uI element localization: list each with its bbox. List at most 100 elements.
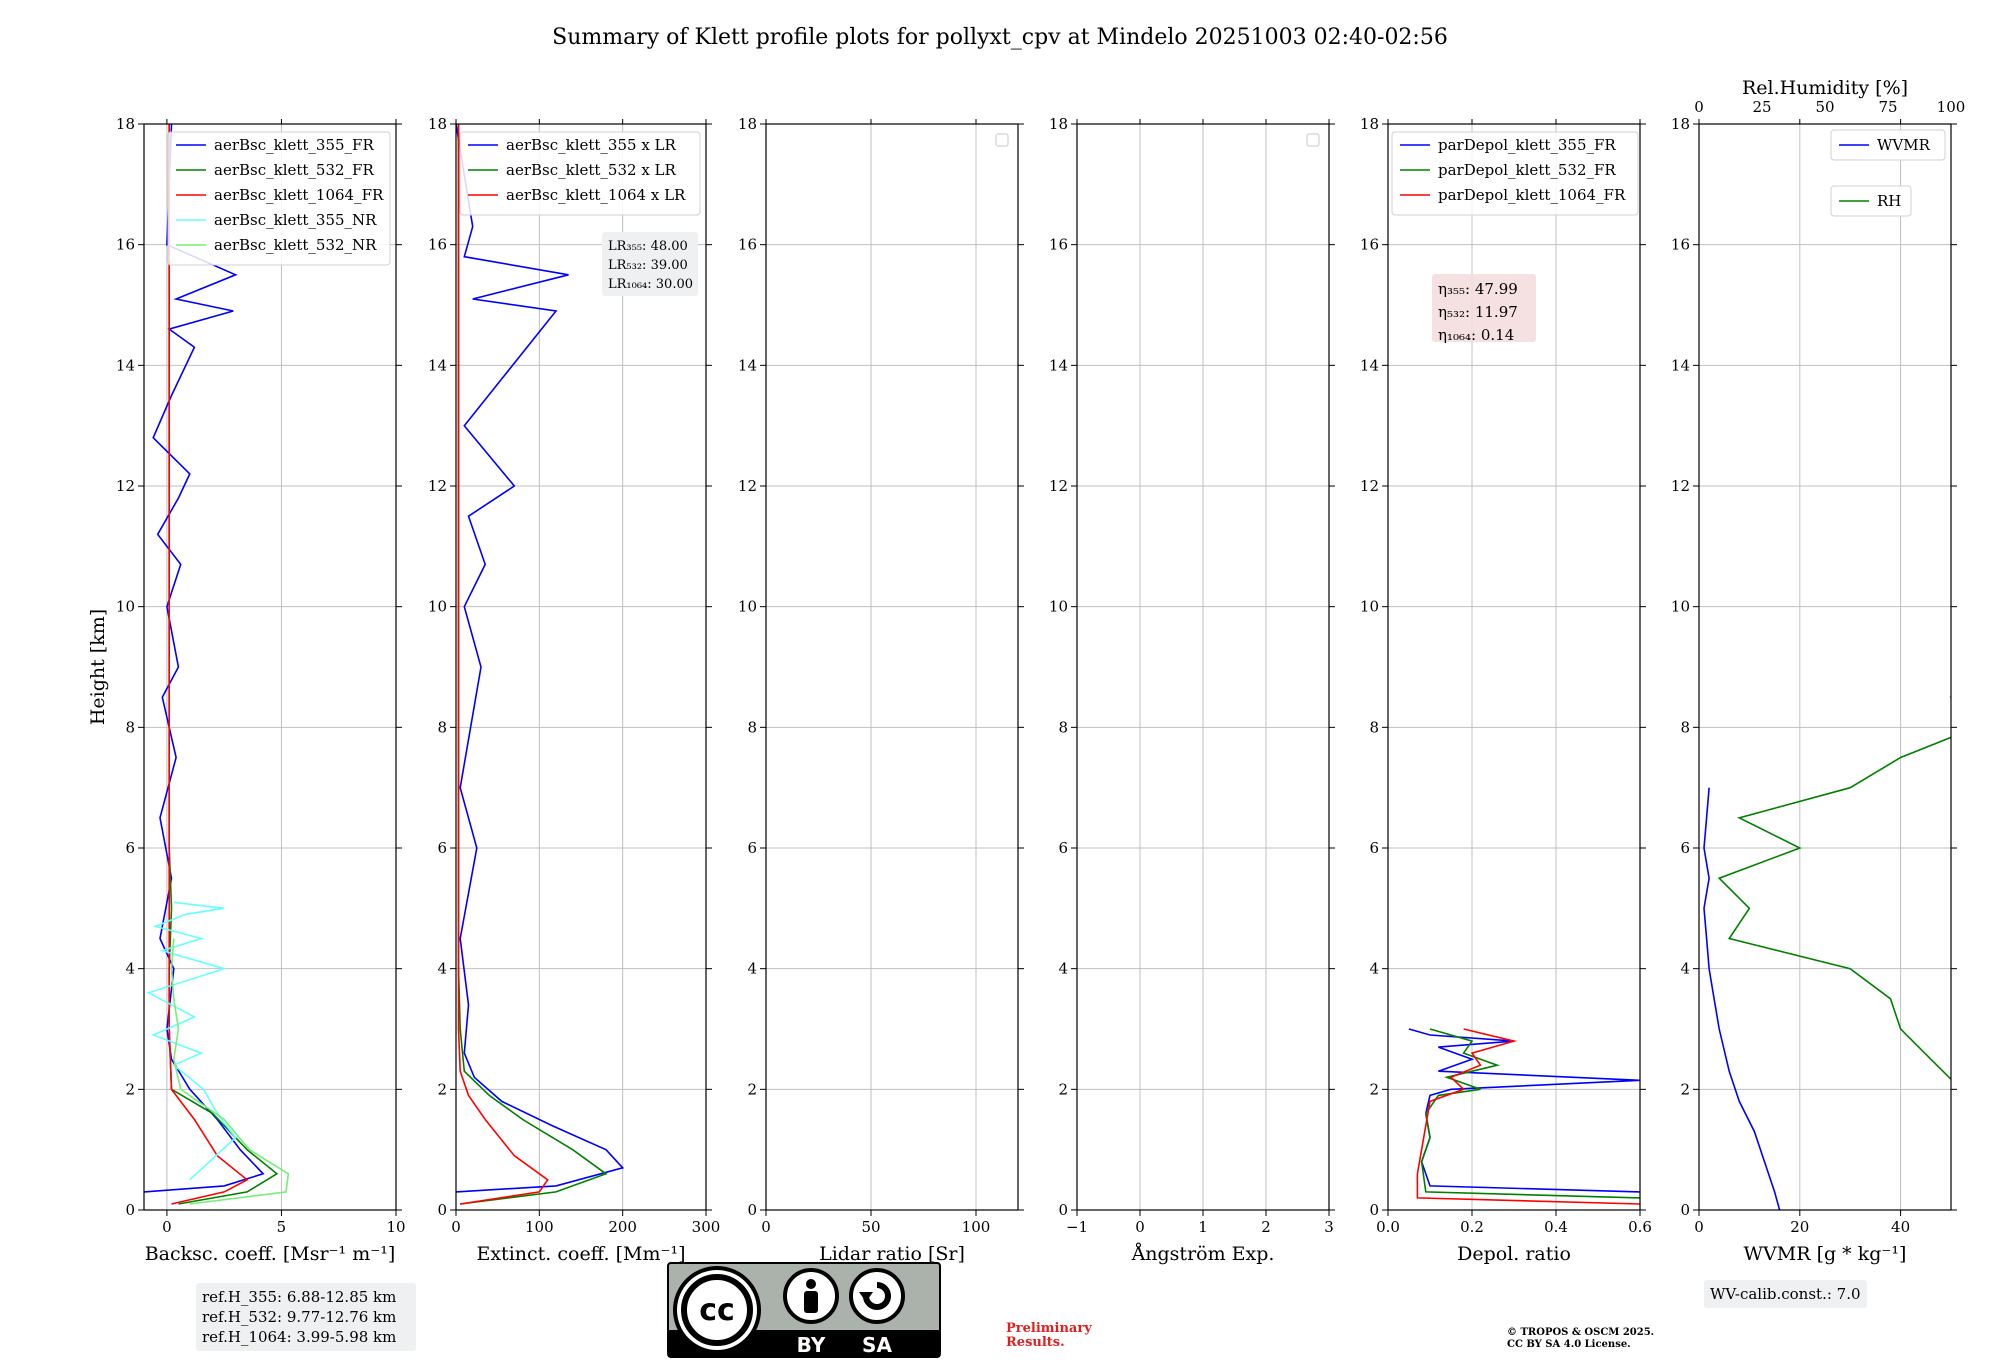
y-tick-label: 8	[1058, 718, 1068, 736]
panel-bsc: 0 5 10 0 2 4 6 8 10 12 14 16 18 Backsc. coeff. [Msr⁻¹…	[87, 115, 406, 1265]
y-tick-label: 14	[738, 356, 757, 374]
x-tick-label: −1	[1066, 1218, 1088, 1236]
series-line-aerBsc_klett_532_NR	[170, 938, 290, 1205]
y-tick-label: 2	[747, 1080, 757, 1098]
y-tick-label: 0	[747, 1201, 757, 1219]
y-tick-label: 2	[437, 1080, 447, 1098]
y-tick-label: 4	[1680, 960, 1690, 978]
legend-label: aerBsc_klett_355_NR	[214, 211, 377, 229]
x-axis-label: Depol. ratio	[1457, 1243, 1571, 1265]
wv-calib-label: WV-calib.const.: 7.0	[1710, 1285, 1861, 1303]
y-tick-label: 10	[1360, 598, 1379, 616]
x-tick-label: 10	[386, 1218, 405, 1236]
y-tick-label: 6	[1369, 839, 1379, 857]
y-tick-label: 12	[116, 477, 135, 495]
copyright-line-2: CC BY SA 4.0 License.	[1507, 1339, 1631, 1350]
legend-label: aerBsc_klett_1064_FR	[214, 186, 384, 204]
series-line-aerBsc_klett_355 x LR	[456, 124, 625, 1193]
axes-frame	[1387, 123, 1641, 1211]
legend-label: aerBsc_klett_355 x LR	[506, 136, 677, 154]
legend-label: aerBsc_klett_355_FR	[214, 136, 374, 154]
x2-tick-label: 75	[1878, 98, 1897, 116]
empty-legend-box	[1306, 133, 1320, 147]
legend-label: aerBsc_klett_1064 x LR	[506, 186, 686, 204]
y-tick-label: 6	[437, 839, 447, 857]
preliminary-note: Preliminary Results.	[1006, 1322, 1092, 1350]
y-tick-label: 2	[1680, 1080, 1690, 1098]
y-tick-label: 8	[1369, 718, 1379, 736]
y-tick-label: 14	[428, 356, 447, 374]
series-line-parDepol_klett_1064_FR	[1416, 1028, 1640, 1205]
series-group	[144, 124, 290, 1205]
y-tick-label: 12	[1671, 477, 1690, 495]
axes-frame	[455, 123, 707, 1211]
legend-label: parDepol_klett_355_FR	[1438, 136, 1616, 154]
lr-annotation-line: LR₅₃₂: 39.00	[608, 258, 688, 273]
series-line-aerBsc_klett_355_FR	[144, 124, 265, 1193]
legend-box	[1391, 131, 1639, 216]
x2-axis-label: Rel.Humidity [%]	[1742, 77, 1908, 99]
y-tick-label: 18	[116, 115, 135, 133]
x-tick-label: 0.2	[1460, 1218, 1484, 1236]
x-tick-label: 50	[861, 1218, 880, 1236]
preliminary-line-2: Results.	[1006, 1335, 1065, 1350]
x-tick-label: 20	[1790, 1218, 1809, 1236]
y-tick-label: 4	[1369, 960, 1379, 978]
panel-ext: 0 100 200 300 0 2 4 6 8 10 12 14 16 18 Extinct. coeff.…	[428, 115, 720, 1265]
series-line-aerBsc_klett_1064 x LR	[457, 124, 549, 1205]
legend-box	[459, 131, 701, 216]
y-tick-label: 14	[1360, 356, 1379, 374]
preliminary-line-1: Preliminary	[1006, 1321, 1092, 1336]
reference-height-box: ref.H_355: 6.88-12.85 km ref.H_532: 9.77…	[196, 1283, 416, 1351]
eta-annotation-line: η₃₅₅: 47.99	[1438, 280, 1518, 298]
legend-label: parDepol_klett_1064_FR	[1438, 186, 1626, 204]
x2-tick-label: 50	[1815, 98, 1834, 116]
lr-annotation-box	[602, 232, 698, 296]
y-tick-label: 14	[116, 356, 135, 374]
y-tick-label: 0	[437, 1201, 447, 1219]
series-line-parDepol_klett_532_FR	[1420, 1028, 1640, 1199]
y-tick-label: 18	[1049, 115, 1068, 133]
x-tick-label: 0	[1694, 1218, 1704, 1236]
panel-dep: 0.0 0.2 0.4 0.6 0 2 4 6 8 10 12 14 16 18 Depol. ratio p…	[1360, 115, 1652, 1265]
x-tick-label: 0.4	[1544, 1218, 1568, 1236]
x-tick-label: 0	[761, 1218, 771, 1236]
x-tick-label: 0.6	[1628, 1218, 1652, 1236]
x-tick-label: 3	[1324, 1218, 1334, 1236]
x-tick-label: 2	[1261, 1218, 1271, 1236]
by-text: BY	[797, 1333, 826, 1357]
x-tick-label: 0	[451, 1218, 461, 1236]
y-tick-label: 10	[1049, 598, 1068, 616]
y-tick-label: 16	[1049, 236, 1068, 254]
y-tick-label: 12	[738, 477, 757, 495]
y-tick-label: 12	[1360, 477, 1379, 495]
refh-355-label: ref.H_355: 6.88-12.85 km	[202, 1288, 397, 1306]
y-tick-label: 14	[1671, 356, 1690, 374]
y-tick-label: 0	[125, 1201, 135, 1219]
x-tick-label: 100	[962, 1218, 991, 1236]
y-tick-label: 0	[1680, 1201, 1690, 1219]
y-tick-label: 4	[125, 960, 135, 978]
series-line-WVMR	[1703, 787, 1781, 1210]
y-tick-label: 10	[116, 598, 135, 616]
x-tick-label: 100	[525, 1218, 554, 1236]
x-tick-label: 0	[162, 1218, 172, 1236]
axes-frame	[1698, 123, 1952, 1211]
y-tick-label: 2	[1369, 1080, 1379, 1098]
y-tick-label: 16	[1671, 236, 1690, 254]
axes-frame	[143, 123, 397, 1211]
series-group	[456, 124, 625, 1205]
x2-tick-label: 0	[1694, 98, 1704, 116]
y-tick-label: 6	[747, 839, 757, 857]
y-tick-label: 4	[1058, 960, 1068, 978]
y-tick-label: 18	[1360, 115, 1379, 133]
legend-box	[167, 131, 391, 266]
series-line-aerBsc_klett_355_NR	[146, 901, 237, 1181]
y-tick-label: 16	[1360, 236, 1379, 254]
cc-by-sa-logo: cc BY SA	[667, 1262, 941, 1358]
eta-annotation-line: η₅₃₂: 11.97	[1438, 303, 1518, 321]
y-tick-label: 8	[747, 718, 757, 736]
cc-logo-text: cc	[699, 1293, 735, 1328]
x2-tick-label: 100	[1937, 98, 1966, 116]
